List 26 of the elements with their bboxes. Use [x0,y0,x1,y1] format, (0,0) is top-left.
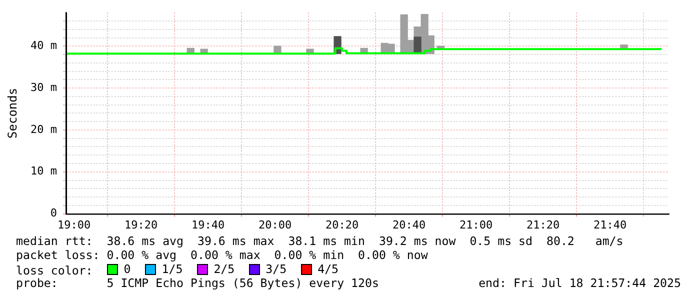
x-tick-label: 20:40 [392,218,426,232]
y-tick-label: 10 m [30,164,58,178]
legend-label: 0 [124,262,131,276]
y-tick-label: 40 m [30,38,58,52]
text: packet loss: 0.00 % avg 0.00 % max 0.00 % min 0.00 % now [16,248,428,262]
text: loss color: [16,264,93,278]
x-tick-label: 19:20 [124,218,158,232]
legend-label: 3/5 [266,262,287,276]
x-tick-label: 21:20 [526,218,560,232]
bar [414,36,422,54]
y-axis-title: Seconds [5,88,20,138]
x-tick-label: 21:40 [593,218,627,232]
y-tick-label: 20 m [30,122,58,136]
x-tick-label: 20:00 [258,218,292,232]
text: end: Fri Jul 18 21:57:44 2025 [478,276,681,290]
y-tick-label: 0 [50,206,57,220]
text: probe: 5 ICMP Echo Pings (56 Bytes) every 120s [16,276,379,290]
text: median rtt: 38.6 ms avg 39.6 ms max 38.1 ms min 39.2 ms now 0.5 ms sd 80.2 am/s [16,234,624,248]
legend-label: 1/5 [162,262,183,276]
y-tick-label: 30 m [30,80,58,94]
legend-label: 4/5 [318,262,339,276]
x-tick-label: 21:00 [459,218,493,232]
legend-label: 2/5 [214,262,235,276]
x-tick-label: 20:20 [325,218,359,232]
x-tick-label: 19:00 [57,218,91,232]
x-tick-label: 19:40 [191,218,225,232]
